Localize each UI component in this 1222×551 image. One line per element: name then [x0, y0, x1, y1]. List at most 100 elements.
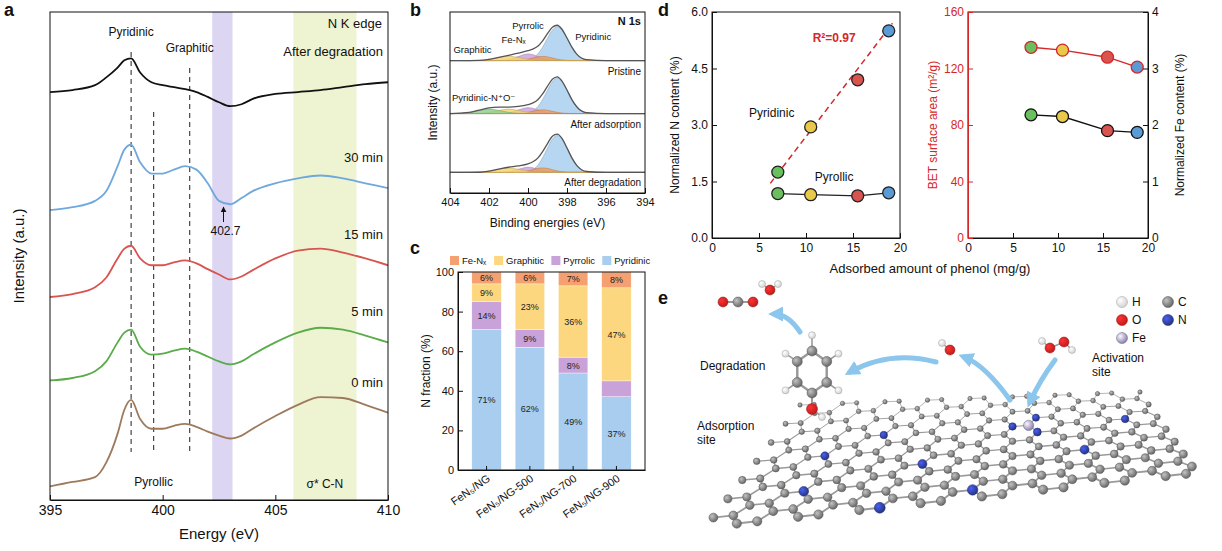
atom	[835, 443, 841, 449]
axis-title: Normalized N content (%)	[668, 56, 682, 193]
series-label: After degradation	[564, 177, 641, 188]
atom	[1049, 414, 1055, 420]
arrow	[850, 358, 936, 372]
tick-label: 395	[39, 502, 63, 518]
atom	[1171, 438, 1178, 445]
atom	[769, 507, 778, 516]
atom	[1080, 445, 1089, 454]
atom	[1135, 396, 1140, 401]
point	[1025, 109, 1037, 121]
atom	[833, 435, 839, 441]
tick-mark	[458, 312, 463, 313]
point	[852, 74, 864, 86]
bar-segment	[515, 272, 544, 284]
fit-line	[770, 23, 892, 183]
tick: 394	[636, 188, 654, 208]
atom	[999, 460, 1007, 468]
atom	[1068, 475, 1077, 484]
point	[772, 166, 784, 178]
atom	[842, 459, 849, 466]
legend-label: Graphitic	[506, 255, 544, 266]
atom	[1116, 403, 1121, 408]
atom	[1088, 473, 1097, 482]
tick-label: 160	[944, 5, 964, 19]
chart-title: N 1s	[618, 15, 641, 27]
tick: 395	[39, 495, 63, 518]
component-label: Pyridinic	[575, 31, 611, 42]
atom	[1084, 425, 1090, 431]
atom	[958, 442, 965, 449]
atom	[777, 481, 785, 489]
atom	[782, 350, 789, 357]
bar-segment	[602, 272, 631, 288]
tick-label: FeN₅/NG-900	[560, 472, 622, 520]
tick: 5	[756, 233, 763, 255]
atom	[1032, 414, 1039, 421]
atom	[888, 494, 897, 503]
annotation: N K edge	[328, 16, 382, 31]
atom	[724, 495, 732, 503]
atom	[1142, 408, 1148, 414]
axis-title: Binding energies (eV)	[490, 216, 605, 230]
atom	[913, 430, 919, 436]
panel-label: d	[658, 0, 669, 20]
series-label: Pyrollic	[815, 170, 854, 184]
tick: 1.5	[691, 175, 717, 189]
atom	[835, 350, 842, 357]
data-label: 47%	[607, 330, 625, 340]
series-label: 5 min	[351, 304, 383, 319]
atom	[861, 425, 867, 431]
plot-area	[472, 272, 631, 470]
atom	[968, 396, 972, 400]
bar-segment	[602, 288, 631, 381]
tick-mark	[450, 188, 451, 193]
atom	[856, 409, 861, 414]
annotation-arrow	[223, 207, 224, 222]
atom	[804, 495, 813, 504]
series-label: After adsorption	[570, 119, 641, 130]
atom	[822, 378, 832, 388]
component-peak	[450, 27, 645, 61]
tick-label: 4.5	[691, 62, 708, 76]
tick: 15	[1097, 233, 1111, 255]
tick-label: 398	[558, 196, 576, 208]
atom	[914, 476, 922, 484]
atom	[1076, 399, 1081, 404]
atom	[1100, 478, 1109, 487]
atom	[895, 478, 903, 486]
panel-c: 71%62%49%37%14%9%8%9%23%36%47%6%6%7%8%02…	[419, 255, 650, 520]
atom	[1053, 393, 1057, 397]
tick-label: 20	[442, 424, 454, 436]
axis-title: Intensity (a.u.)	[10, 208, 27, 303]
axis: 05101520	[965, 233, 1155, 255]
reference-line	[153, 112, 154, 452]
atom	[1129, 429, 1136, 436]
tick-mark	[1143, 69, 1148, 70]
tick: 40	[951, 175, 973, 189]
atom	[799, 429, 805, 435]
atom	[792, 378, 802, 388]
tick: 160	[944, 5, 973, 19]
atom	[1163, 315, 1174, 326]
bar-segment	[472, 272, 501, 284]
bar-segment	[558, 357, 587, 373]
atom	[1101, 424, 1107, 430]
component-peak	[450, 54, 645, 61]
atom	[1095, 391, 1099, 395]
tick-label: 120	[944, 62, 964, 76]
legend-swatch	[602, 256, 611, 265]
atom	[759, 281, 766, 288]
atom	[919, 414, 924, 419]
tick-mark	[388, 495, 389, 500]
atom	[929, 429, 935, 435]
atom	[862, 489, 871, 498]
axis-title: BET surface area (m²/g)	[926, 61, 940, 189]
atom	[1111, 430, 1118, 437]
legend-item: Pyridinic	[602, 255, 650, 266]
atom	[955, 420, 961, 426]
atom	[1117, 297, 1128, 308]
atom	[1150, 420, 1156, 426]
data-label: 49%	[564, 417, 582, 427]
axis-line	[451, 193, 646, 194]
atom	[1010, 409, 1015, 414]
